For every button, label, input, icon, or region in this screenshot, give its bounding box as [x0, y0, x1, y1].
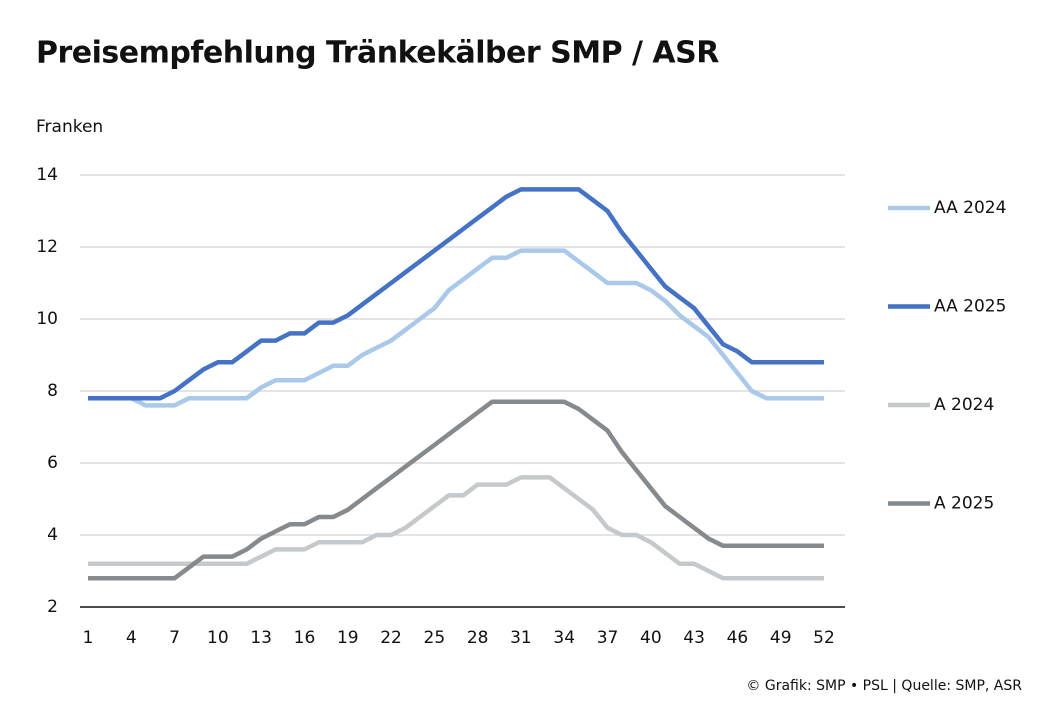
legend-label: A 2025: [934, 494, 994, 514]
y-tick-label: 8: [47, 381, 58, 401]
x-tick-label: 25: [424, 628, 446, 648]
y-tick-label: 4: [47, 525, 58, 545]
x-tick-label: 4: [126, 628, 137, 648]
x-tick-label: 13: [250, 628, 272, 648]
x-tick-label: 7: [169, 628, 180, 648]
chart-title: Preisempfehlung Tränkekälber SMP / ASR: [36, 36, 719, 71]
series-line: [88, 187, 824, 401]
x-tick-label: 52: [813, 628, 835, 648]
source: © Grafik: SMP • PSL | Quelle: SMP, ASR: [746, 678, 1022, 694]
x-tick-label: 31: [510, 628, 532, 648]
x-tick-label: 37: [597, 628, 619, 648]
y-tick-label: 2: [47, 597, 58, 617]
series-line: [88, 399, 824, 581]
y-axis-label: Franken: [36, 117, 103, 137]
legend-label: AA 2024: [934, 198, 1006, 218]
x-tick-label: 16: [294, 628, 316, 648]
x-tick-label: 34: [553, 628, 575, 648]
x-tick-label: 46: [727, 628, 749, 648]
series-line: [88, 475, 824, 581]
series-line: [88, 248, 824, 408]
x-tick-label: 1: [83, 628, 94, 648]
legend-label: A 2024: [934, 395, 994, 415]
legend-label: AA 2025: [934, 297, 1006, 317]
y-tick-label: 6: [47, 453, 58, 473]
x-tick-label: 10: [207, 628, 229, 648]
y-tick-label: 12: [36, 237, 58, 257]
x-tick-label: 22: [380, 628, 402, 648]
x-tick-label: 40: [640, 628, 662, 648]
x-tick-label: 28: [467, 628, 489, 648]
y-tick-label: 10: [36, 309, 58, 329]
x-tick-label: 19: [337, 628, 359, 648]
x-tick-label: 49: [770, 628, 792, 648]
x-tick-label: 43: [683, 628, 705, 648]
y-tick-label: 14: [36, 165, 58, 185]
